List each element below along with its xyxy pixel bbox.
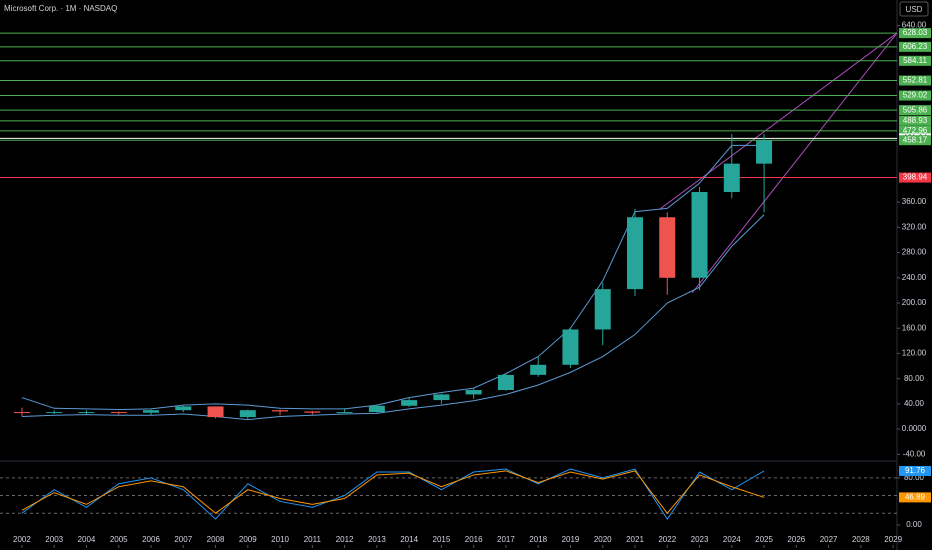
level-label: 458.17 (903, 135, 928, 144)
level-label: 628.03 (903, 28, 928, 37)
level-label: 552.81 (903, 76, 928, 85)
level-label: 529.02 (903, 91, 928, 100)
x-tick-label: 2014 (400, 535, 418, 544)
x-tick-label: 2018 (529, 535, 547, 544)
candle-body (46, 412, 63, 414)
y-tick-label: -40.00 (903, 449, 926, 458)
level-label: 505.86 (903, 105, 928, 114)
y-tick-label: 640.00 (902, 21, 927, 30)
x-tick-label: 2023 (691, 535, 709, 544)
level-tag (899, 115, 931, 126)
level-label: 472.96 (903, 126, 928, 135)
level-tag (899, 28, 931, 39)
y-tick-label: 120.00 (902, 349, 927, 358)
x-tick-label: 2007 (174, 535, 192, 544)
x-tick-label: 2011 (304, 535, 322, 544)
x-tick-label: 2003 (45, 535, 63, 544)
y-tick-label: 240.00 (902, 273, 927, 282)
candle-body (78, 412, 95, 414)
chart-title: Microsoft Corp. · 1M · NASDAQ (4, 4, 117, 13)
candle-body (401, 400, 418, 406)
candle-body (562, 329, 579, 365)
candle-body (723, 163, 740, 193)
candle-body (239, 410, 256, 418)
x-tick-label: 2002 (13, 535, 31, 544)
level-tag (899, 172, 931, 183)
x-tick-label: 2004 (78, 535, 96, 544)
candle-body (304, 411, 321, 413)
x-tick-label: 2012 (336, 535, 354, 544)
osc-tag (899, 492, 931, 503)
currency[interactable]: USD (906, 5, 923, 14)
x-tick-label: 2028 (852, 535, 870, 544)
osc-value-label: 91.76 (905, 466, 926, 475)
x-tick-label: 2013 (368, 535, 386, 544)
y-tick-label: 360.00 (902, 197, 927, 206)
level-label: 606.23 (903, 42, 928, 51)
level-tag (899, 90, 931, 101)
candle-body (13, 412, 30, 414)
x-tick-label: 2016 (465, 535, 483, 544)
x-tick-label: 2019 (562, 535, 580, 544)
x-tick-label: 2010 (271, 535, 289, 544)
trend-line (691, 32, 898, 294)
x-tick-label: 2027 (820, 535, 838, 544)
y-tick-label: 320.00 (902, 222, 927, 231)
x-tick-label: 2017 (497, 535, 515, 544)
candle-body (756, 140, 773, 164)
level-label: 398.94 (903, 173, 928, 182)
candle-body (272, 410, 289, 412)
x-tick-label: 2021 (626, 535, 644, 544)
y-tick-label: 0.0000 (902, 424, 927, 433)
level-tag (899, 55, 931, 66)
level-label: 488.93 (903, 116, 928, 125)
candle-body (659, 217, 676, 278)
x-tick-label: 2024 (723, 535, 741, 544)
x-tick-label: 2006 (142, 535, 160, 544)
osc-tick-label: 80.00 (904, 473, 925, 482)
y-tick-label: 200.00 (902, 298, 927, 307)
candle-body (143, 410, 160, 413)
y-tick-label: 280.00 (902, 248, 927, 257)
candle-body (626, 217, 643, 290)
candle-body (691, 192, 708, 278)
candle-body (530, 364, 547, 375)
y-tick-label: 80.00 (904, 374, 925, 383)
y-tick-label: 40.00 (904, 399, 925, 408)
x-tick-label: 2020 (594, 535, 612, 544)
level-label: 584.11 (903, 56, 927, 65)
level-tag (899, 75, 931, 86)
candle-body (336, 412, 353, 414)
level-tag (899, 105, 931, 116)
candle-body (594, 289, 611, 330)
candle-body (175, 406, 192, 411)
candle-body (207, 406, 224, 418)
y-tick-label: 160.00 (902, 323, 927, 332)
candle-body (368, 405, 385, 413)
x-tick-label: 2008 (207, 535, 225, 544)
bollinger-band (21, 214, 765, 421)
x-tick-label: 2005 (110, 535, 128, 544)
currency-box[interactable] (899, 1, 929, 17)
x-tick-label: 2022 (658, 535, 676, 544)
osc-tag (899, 465, 931, 476)
level-tag (899, 125, 931, 136)
x-tick-label: 2026 (787, 535, 805, 544)
x-tick-label: 2029 (884, 535, 902, 544)
candle-body (433, 394, 450, 401)
level-tag (899, 41, 931, 52)
candle-body (465, 390, 482, 395)
bollinger-band (21, 144, 765, 411)
osc-value-label: 46.89 (905, 492, 926, 501)
level-tag (899, 135, 931, 146)
candle-body (497, 374, 514, 391)
x-tick-label: 2009 (239, 535, 257, 544)
osc-tick-label: 0.00 (906, 520, 922, 529)
osc-line (21, 470, 765, 515)
x-tick-label: 2015 (433, 535, 451, 544)
candle-body (110, 412, 127, 414)
x-tick-label: 2025 (755, 535, 773, 544)
